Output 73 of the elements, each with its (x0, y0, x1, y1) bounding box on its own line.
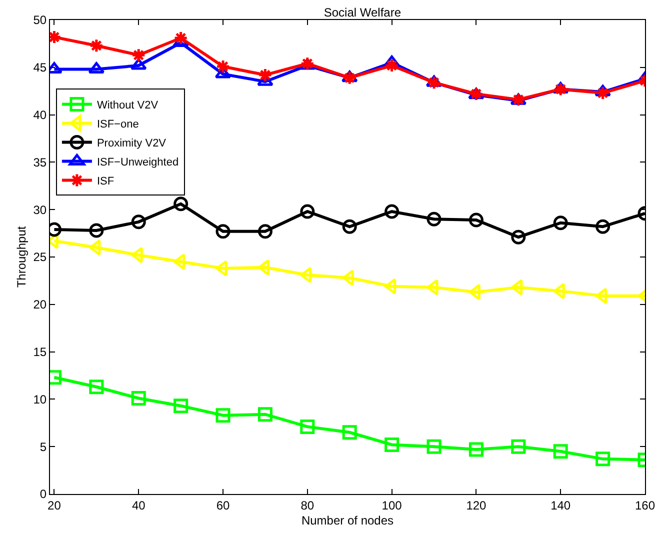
point (174, 196, 188, 212)
point (300, 204, 315, 219)
point (88, 62, 105, 74)
point (553, 444, 568, 459)
point (300, 419, 315, 434)
point (596, 219, 610, 234)
point (511, 230, 526, 244)
point (596, 86, 610, 100)
point (384, 204, 400, 219)
y-tick-label: 50 (33, 13, 47, 28)
x-tick-label: 140 (550, 498, 571, 512)
x-axis-title: Number of nodes (301, 513, 394, 528)
point (468, 442, 484, 457)
point (89, 223, 104, 238)
point (553, 282, 565, 300)
x-tick-label: 120 (466, 498, 487, 512)
y-axis-title: Throughput (14, 226, 29, 288)
point (596, 452, 610, 466)
point (131, 214, 146, 230)
point (342, 70, 357, 86)
point (342, 425, 357, 440)
x-tick-label: 100 (382, 498, 402, 512)
point (174, 254, 186, 270)
legend-label: ISF−Unweighted (96, 156, 179, 169)
point (596, 288, 608, 304)
point (174, 30, 188, 46)
x-tick-label: 160 (634, 498, 656, 512)
y-tick-label: 15 (33, 345, 47, 359)
y-tick-label: 0 (40, 487, 47, 502)
point (258, 407, 272, 422)
point (511, 279, 523, 296)
point (258, 224, 272, 239)
point (216, 59, 230, 74)
point (468, 284, 480, 300)
y-tick-label: 25 (33, 250, 47, 264)
point (174, 398, 188, 414)
point (426, 212, 442, 226)
y-tick-label: 40 (33, 108, 47, 122)
y-tick-label: 45 (33, 60, 47, 75)
point (130, 58, 147, 70)
point (426, 439, 442, 454)
point (384, 58, 400, 73)
y-tick-label: 30 (33, 202, 47, 217)
legend-label: ISF (96, 176, 114, 188)
point (426, 279, 438, 296)
legend-label: ISF−one (96, 118, 139, 131)
point (131, 391, 146, 406)
point (384, 278, 396, 295)
point (258, 68, 272, 82)
point (216, 408, 230, 423)
point (342, 219, 357, 234)
point (426, 75, 442, 90)
y-tick-label: 10 (33, 392, 47, 406)
y-tick-label: 35 (33, 155, 47, 170)
point (131, 48, 146, 62)
point (300, 266, 312, 284)
x-tick-label: 80 (300, 498, 314, 512)
point (216, 224, 230, 239)
point (384, 437, 400, 452)
chart-title: Social Welfare (324, 5, 402, 20)
legend-label: Without V2V (96, 100, 159, 112)
point (511, 439, 526, 454)
point (342, 270, 354, 286)
x-tick-label: 40 (132, 498, 146, 512)
y-tick-label: 5 (40, 440, 47, 454)
point (553, 216, 568, 230)
y-tick-label: 20 (33, 298, 47, 312)
point (468, 212, 484, 228)
point (89, 38, 104, 53)
point (89, 380, 104, 394)
point (553, 82, 568, 96)
legend-label: Proximity V2V (96, 138, 167, 150)
x-tick-label: 60 (216, 498, 230, 512)
